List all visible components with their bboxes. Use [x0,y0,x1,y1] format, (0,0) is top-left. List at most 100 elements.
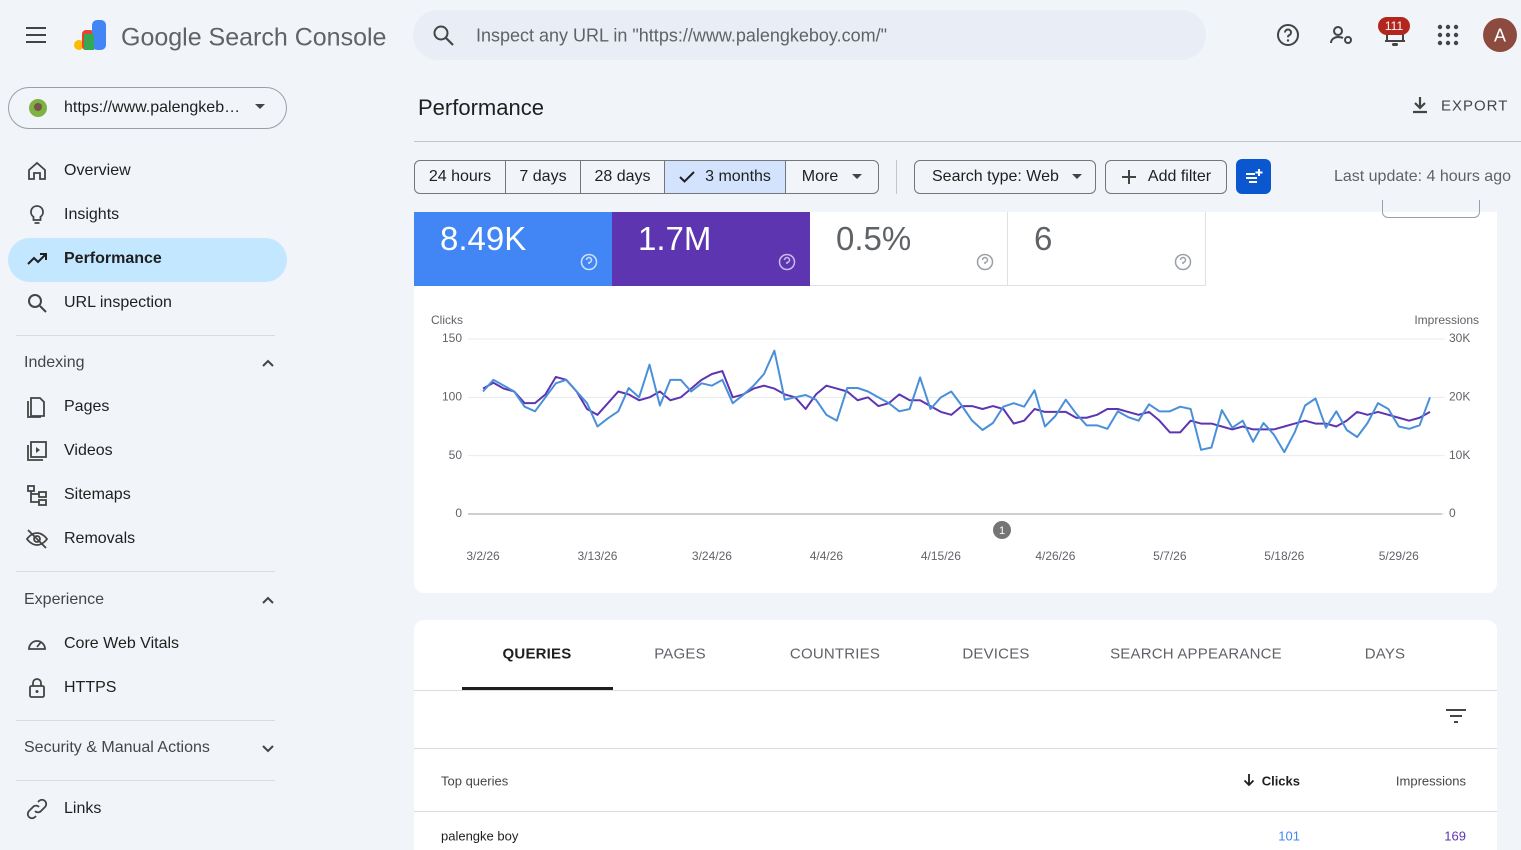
nav-icon [29,678,45,698]
compare-button[interactable] [1236,159,1271,194]
date-range-label: 28 days [594,168,651,185]
nav-icon [26,798,48,820]
nav-icon [30,205,44,224]
metric-card-position[interactable]: 6 [1008,212,1206,286]
nav-active-bg [8,238,287,282]
y-axis-title: Clicks [431,313,463,327]
property-url: https://www.palengkeb… [64,99,241,116]
divider [16,720,275,721]
nav-item[interactable]: URL inspection [64,294,172,311]
nav-group-title[interactable]: Indexing [24,354,85,371]
metric-value: 1.7M [638,220,712,257]
collapse-arrow [262,745,274,753]
metric-help-icons [580,253,1192,271]
nav-item[interactable]: Pages [64,398,110,415]
metric-card-clicks[interactable]: 8.49K [414,212,612,286]
divider [16,335,275,336]
annotation-marker[interactable] [993,521,1011,539]
nav-item[interactable]: Videos [64,442,113,459]
add-filter-label: Add filter [1147,168,1212,185]
avatar[interactable] [1483,18,1517,52]
divider [414,811,1497,812]
divider [414,141,1521,142]
table-cell: palengke boy [441,828,519,844]
date-range-button[interactable]: 28 days [580,160,665,194]
search-type-button[interactable]: Search type: Web [914,160,1096,194]
search-placeholder: Inspect any URL in "https://www.palengke… [476,25,887,46]
tab[interactable]: QUERIES [502,645,572,663]
metric-value: 8.49K [440,220,527,257]
date-range-label: More [801,168,839,185]
tab[interactable]: DEVICES [962,645,1030,663]
active-tab-indicator [462,687,613,690]
metric-card-ctr[interactable]: 0.5% [810,212,1008,286]
tab[interactable]: SEARCH APPEARANCE [1110,645,1282,663]
nav-icon [28,161,46,180]
performance-chart: Impressions Clicks 5/29/26 5/18/26 5/7/26 4/2… [431,313,1479,563]
tab[interactable]: COUNTRIES [789,645,881,663]
column-header[interactable]: Impressions [1395,773,1466,789]
check-icon [679,171,695,183]
nav-item[interactable]: Links [64,800,102,817]
url-search-box[interactable] [413,10,1206,60]
y2-tick-label: 20K [1449,390,1470,404]
x-tick-label: 5/18/26 [1264,549,1304,563]
nav-icon [27,253,47,265]
nav-group-title[interactable]: Experience [24,591,105,608]
nav-icon [27,485,47,506]
add-filter-button[interactable]: Add filter [1105,160,1227,194]
nav-item[interactable]: Overview [64,162,131,179]
date-range-button[interactable]: More [785,160,879,194]
date-range-button[interactable]: 3 months [664,160,786,194]
nav-item[interactable]: Performance [64,250,162,267]
nav-group-title[interactable]: Security & Manual Actions [24,739,210,756]
nav-icon [25,529,49,549]
metric-value: 6 [1034,220,1053,257]
nav-icon [27,441,47,461]
y-tick-label: 0 [455,506,462,520]
y-tick-label: 150 [442,331,462,345]
x-tick-label: 4/4/26 [810,549,844,563]
compare-icon [1246,169,1263,183]
metric-card-impressions[interactable]: 1.7M [612,212,810,286]
nav-icon [27,397,45,418]
apps-button[interactable] [1437,24,1459,46]
export-button[interactable]: EXPORT [1441,97,1509,115]
dropdown-arrow [1071,174,1082,179]
x-tick-label: 4/26/26 [1035,549,1075,563]
annotation-label: 1 [999,525,1005,537]
tab[interactable]: DAYS [1364,645,1406,663]
nav-item[interactable]: Sitemaps [64,486,131,503]
menu-button[interactable] [24,24,50,48]
date-range-button[interactable]: 24 hours [414,160,506,194]
property-selector[interactable] [8,87,287,129]
x-tick-label: 3/24/26 [692,549,732,563]
table-filter-button[interactable] [1445,708,1467,724]
avatar-letter: A [1493,25,1507,46]
notification-count: 111 [1384,19,1404,33]
product-name: Google Search Console [121,23,387,52]
nav-item[interactable]: HTTPS [64,679,117,696]
notification-badge [1378,17,1410,35]
account-settings-button[interactable] [1329,23,1355,47]
property-favicon [29,99,47,117]
collapse-arrow [262,359,274,367]
nav-item[interactable]: Core Web Vitals [64,635,180,652]
divider [16,780,275,781]
nav-item[interactable]: Insights [64,206,120,223]
x-tick-label: 3/13/26 [577,549,617,563]
y-tick-label: 50 [449,448,463,462]
nav-item[interactable]: Removals [64,530,136,547]
tab[interactable]: PAGES [654,645,706,663]
last-update: Last update: 4 hours ago [1333,168,1511,185]
date-range-label: 3 months [705,168,771,185]
table-cell: 101 [1278,828,1300,844]
dropdown-arrow [255,104,265,109]
column-header: Top queries [441,773,509,789]
column-header[interactable]: Clicks [1261,773,1300,789]
date-range-button[interactable]: 7 days [505,160,581,194]
dropdown-arrow [852,174,863,179]
help-button[interactable] [1276,23,1300,47]
clipped-button[interactable] [1382,200,1480,218]
